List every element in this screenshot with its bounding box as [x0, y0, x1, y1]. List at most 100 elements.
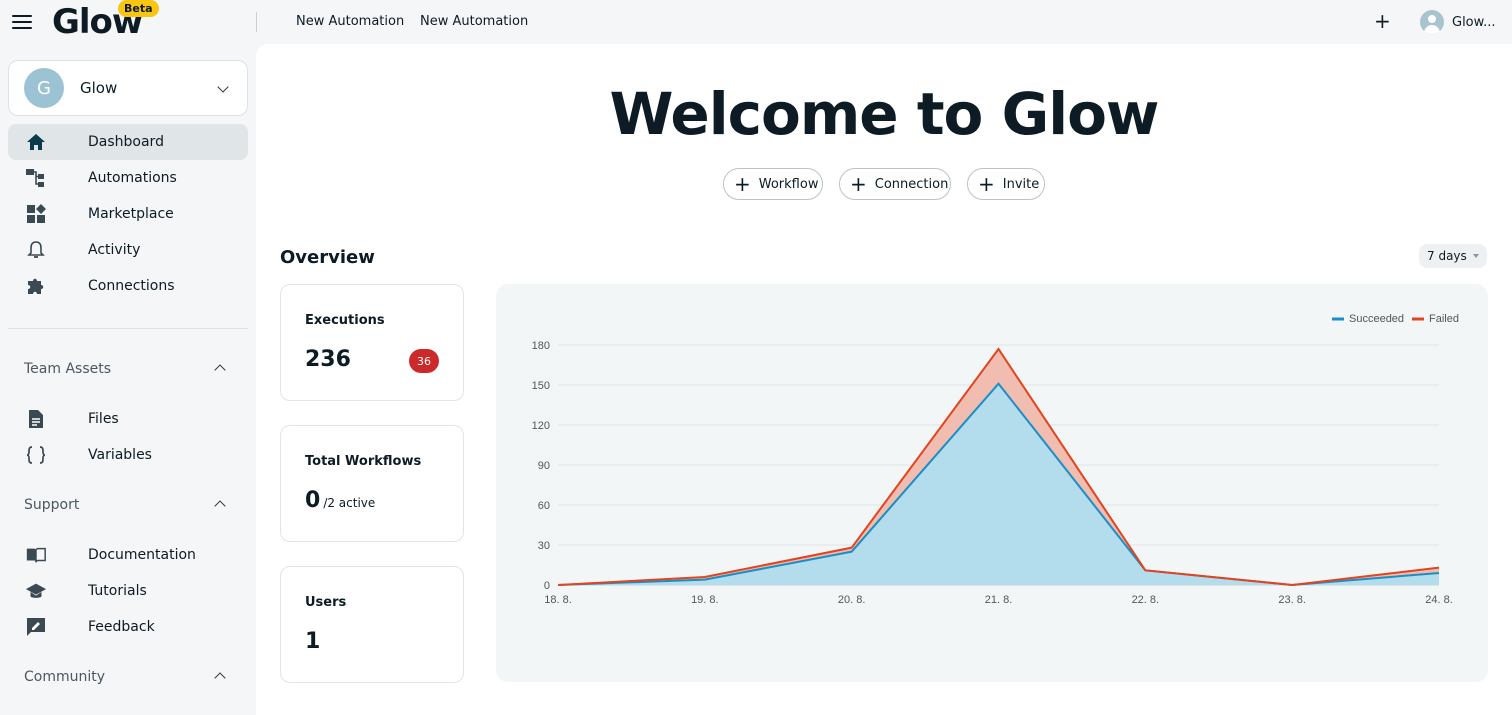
x-tick-label: 19. 8. — [691, 594, 719, 606]
sidebar-item-label: Automations — [88, 170, 177, 186]
sidebar-item-label: Variables — [88, 447, 152, 463]
chevron-up-icon — [214, 364, 226, 376]
range-select[interactable]: 7 days — [1419, 244, 1487, 268]
tab-new-automation-1[interactable]: New Automation — [296, 14, 405, 29]
section-label: Community — [24, 669, 106, 685]
team-name: Glow — [80, 79, 118, 97]
file-icon — [25, 408, 47, 430]
team-avatar: G — [24, 68, 64, 108]
users-card: Users 1 — [280, 566, 464, 683]
executions-chart: 0 30 60 90 120 150 180 18. 8. 19. 8. 20. 8. 21. 8.… — [496, 284, 1488, 682]
sidebar-item-tutorials[interactable]: Tutorials — [8, 573, 248, 609]
sidebar-item-label: Marketplace — [88, 206, 174, 222]
y-tick-label: 120 — [532, 420, 550, 432]
x-tick-label: 22. 8. — [1132, 594, 1160, 606]
x-tick-label: 20. 8. — [838, 594, 866, 606]
caret-down-icon — [1473, 254, 1479, 258]
beta-badge: Beta — [118, 0, 159, 17]
sidebar: G Glow Dashboard Automations Marketplace… — [0, 44, 256, 715]
sidebar-item-label: Connections — [88, 278, 175, 294]
button-label: Invite — [1002, 176, 1040, 192]
section-label: Team Assets — [24, 361, 112, 377]
sidebar-item-label: Activity — [88, 242, 141, 258]
range-value: 7 days — [1427, 249, 1467, 263]
stat-label: Total Workflows — [305, 454, 422, 469]
sidebar-item-marketplace[interactable]: Marketplace — [8, 196, 248, 232]
section-support[interactable]: Support — [24, 493, 240, 517]
sidebar-item-automations[interactable]: Automations — [8, 160, 248, 196]
legend-label: Failed — [1429, 313, 1459, 325]
add-connection-button[interactable]: + Connection — [839, 168, 951, 200]
failed-line — [557, 347, 1440, 587]
legend-label: Succeeded — [1349, 313, 1404, 325]
plus-icon: + — [734, 172, 751, 196]
x-tick-label: 23. 8. — [1278, 594, 1306, 606]
x-tick-label: 24. 8. — [1425, 594, 1453, 606]
y-tick-label: 0 — [544, 580, 550, 592]
graduation-cap-icon — [25, 580, 47, 602]
stat-value: 236 — [305, 347, 351, 372]
stat-label: Executions — [305, 313, 385, 328]
top-divider — [256, 12, 257, 32]
user-name: Glow... — [1452, 14, 1496, 30]
stat-label: Users — [305, 595, 347, 610]
sidebar-item-label: Documentation — [88, 547, 196, 563]
executions-card: Executions 236 36 — [280, 284, 464, 401]
sidebar-item-activity[interactable]: Activity — [8, 232, 248, 268]
y-tick-label: 90 — [538, 460, 550, 472]
automations-icon — [25, 167, 47, 189]
sidebar-item-dashboard[interactable]: Dashboard — [8, 124, 248, 160]
workflows-active: /2 active — [323, 496, 376, 510]
chart-svg: 0 30 60 90 120 150 180 18. 8. 19. 8. 20. 8. 21. 8.… — [532, 313, 1459, 606]
sidebar-item-label: Feedback — [88, 619, 155, 635]
failed-badge: 36 — [409, 349, 439, 373]
braces-icon — [25, 444, 47, 466]
section-community[interactable]: Community — [24, 665, 240, 689]
plus-icon: + — [978, 172, 995, 196]
sidebar-item-feedback[interactable]: Feedback — [8, 609, 248, 645]
tab-new-automation-2[interactable]: New Automation — [420, 14, 529, 29]
x-tick-label: 21. 8. — [985, 594, 1013, 606]
sidebar-item-connections[interactable]: Connections — [8, 268, 248, 304]
section-team-assets[interactable]: Team Assets — [24, 357, 240, 381]
feedback-icon — [25, 616, 47, 638]
chevron-up-icon — [214, 500, 226, 512]
invite-button[interactable]: + Invite — [967, 168, 1045, 200]
button-label: Workflow — [758, 176, 819, 192]
x-tick-label: 18. 8. — [544, 594, 572, 606]
section-label: Support — [24, 497, 80, 513]
sidebar-item-label: Files — [88, 411, 119, 427]
y-tick-label: 150 — [532, 380, 550, 392]
book-icon — [25, 544, 47, 566]
bell-icon — [25, 239, 47, 261]
y-tick-label: 180 — [532, 340, 550, 352]
sidebar-divider — [8, 328, 248, 329]
home-icon — [25, 131, 47, 153]
page-title: Welcome to Glow — [609, 80, 1160, 148]
add-workflow-button[interactable]: + Workflow — [723, 168, 823, 200]
main-panel: Welcome to Glow + Workflow + Connection … — [256, 44, 1512, 715]
marketplace-icon — [25, 203, 47, 225]
sidebar-item-variables[interactable]: Variables — [8, 437, 248, 473]
menu-icon[interactable] — [12, 12, 34, 32]
top-bar: Glow Beta New Automation New Automation … — [0, 0, 1512, 44]
team-selector[interactable]: G Glow — [8, 60, 248, 116]
button-label: Connection — [874, 176, 949, 192]
chevron-down-icon — [217, 81, 229, 93]
workflows-card: Total Workflows 0/2 active — [280, 425, 464, 542]
puzzle-icon — [25, 275, 47, 297]
sidebar-item-label: Dashboard — [88, 134, 164, 150]
plus-icon: + — [850, 172, 867, 196]
overview-title: Overview — [280, 247, 375, 268]
stat-value: 0/2 active — [305, 488, 375, 513]
sidebar-item-label: Tutorials — [88, 583, 147, 599]
sidebar-item-files[interactable]: Files — [8, 401, 248, 437]
workflows-count: 0 — [305, 488, 321, 513]
chevron-up-icon — [214, 672, 226, 684]
user-menu[interactable]: Glow... — [1420, 10, 1495, 34]
add-icon[interactable]: + — [1374, 9, 1391, 33]
sidebar-item-documentation[interactable]: Documentation — [8, 537, 248, 573]
stat-value: 1 — [305, 629, 321, 654]
avatar — [1420, 10, 1444, 34]
y-tick-label: 30 — [538, 540, 550, 552]
